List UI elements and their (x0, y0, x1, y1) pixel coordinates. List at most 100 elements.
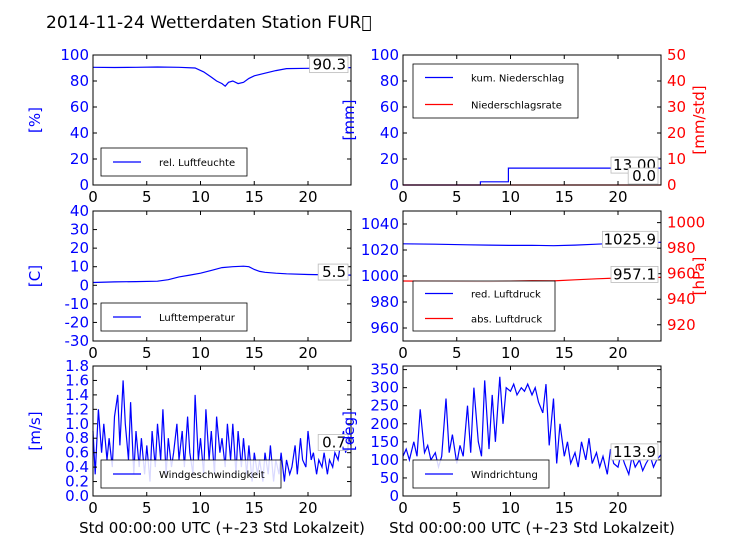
winddirection-ytick-label: 150 (370, 433, 399, 451)
temperature-ytick-label: 0 (79, 276, 89, 294)
precipitation-y2tick-label: 0 (667, 176, 677, 194)
temperature-legend (100, 302, 248, 332)
pressure-ytick-label: 1040 (361, 215, 399, 233)
humidity-ylabel: [%] (26, 107, 44, 133)
winddirection-ytick-label: 250 (370, 397, 399, 415)
windspeed-ytick-label: 0.6 (65, 444, 89, 462)
temperature-xtick-label: 0 (88, 344, 98, 362)
humidity-xtick-label: 5 (142, 188, 152, 206)
temperature-axes-frame (92, 210, 352, 342)
precipitation-y2tick-label: 30 (667, 98, 686, 116)
temperature-panel: 0 5 10 15 20-30-20-10010203040[C]Lufttempera… (26, 202, 352, 362)
windspeed-ytick-label: 0.0 (65, 487, 89, 505)
humidity-ytick-label: 80 (70, 72, 89, 90)
humidity-ytick-label: 60 (70, 98, 89, 116)
humidity-value-label: 90.3 (313, 56, 346, 74)
pressure-xtick-label: 0 (398, 344, 408, 362)
windspeed-ylabel: [m/s] (26, 411, 44, 450)
windspeed-ytick-label: 0.4 (65, 458, 89, 476)
windspeed-ytick-label: 1.2 (65, 400, 89, 418)
humidity-xtick-label: 15 (245, 188, 264, 206)
temperature-series-1 (92, 265, 352, 284)
humidity-axes-frame (92, 54, 352, 186)
temperature-ytick-label: -20 (65, 313, 90, 331)
winddirection-value-label-box (610, 443, 659, 461)
temperature-ytick-label: 30 (70, 221, 89, 239)
pressure-y2tick-label: 920 (667, 316, 696, 334)
temperature-legend-label: Lufttemperatur (159, 313, 236, 324)
pressure-y2tick-label: 960 (667, 265, 696, 283)
precipitation-ylabel: [mm] (340, 100, 358, 141)
temperature-xtick-label: 20 (298, 344, 317, 362)
precipitation-ytick-label: 60 (380, 98, 399, 116)
precipitation-xtick-label: 20 (608, 188, 627, 206)
precipitation-legend-label: kum. Niederschlag (471, 74, 564, 85)
pressure-ytick-label: 980 (370, 293, 399, 311)
precipitation-legend (412, 63, 579, 119)
precipitation-ytick-label: 40 (380, 124, 399, 142)
humidity-xtick-label: 0 (88, 188, 98, 206)
humidity-series-1 (92, 66, 352, 88)
windspeed-xtick-label: 15 (245, 499, 264, 517)
temperature-ylabel: [C] (26, 265, 44, 287)
winddirection-ytick-label: 0 (389, 487, 399, 505)
temperature-xtick-label: 15 (245, 344, 264, 362)
pressure-legend-label: abs. Luftdruck (471, 315, 542, 326)
pressure-xtick-label: 10 (501, 344, 520, 362)
windspeed-ytick-label: 0.2 (65, 473, 89, 491)
windspeed-value-label-box (317, 434, 349, 451)
precipitation-value-label: 0.0 (632, 167, 656, 185)
windspeed-xtick-label: 10 (191, 499, 210, 517)
temperature-ytick-label: 40 (70, 202, 89, 220)
humidity-value-label-box (309, 56, 349, 74)
precipitation-legend-label: Niederschlagsrate (471, 101, 562, 112)
pressure-legend-label: red. Luftdruck (471, 290, 541, 301)
precipitation-ytick-label: 20 (380, 150, 399, 168)
pressure-y2tick-label: 980 (667, 239, 696, 257)
winddirection-legend-label: Windrichtung (471, 470, 538, 481)
precipitation-ytick-label: 100 (370, 46, 399, 64)
pressure-y2tick-label: 1000 (667, 214, 705, 232)
temperature-ytick-label: 20 (70, 239, 89, 257)
windspeed-legend-label: Windgeschwindigkeit (159, 470, 265, 481)
pressure-ytick-label: 1020 (361, 241, 399, 259)
pressure-y2tick-label: 940 (667, 290, 696, 308)
winddirection-ylabel: [deg] (340, 411, 358, 451)
winddirection-xlabel: Std 00:00:00 UTC (+-23 Std Lokalzeit) (389, 519, 675, 537)
precipitation-y2tick-label: 20 (667, 124, 686, 142)
humidity-ytick-label: 0 (79, 176, 89, 194)
windspeed-legend (100, 459, 282, 489)
pressure-xtick-label: 5 (452, 344, 462, 362)
pressure-panel: 0 5 10 15 20 960 980 1000 1020 1040 920 940 960 980 10… (361, 210, 708, 362)
windspeed-ytick-label: 1.4 (65, 386, 89, 404)
winddirection-xtick-label: 20 (608, 499, 627, 517)
winddirection-ytick-label: 300 (370, 379, 399, 397)
pressure-value-label: 1025.9 (604, 230, 657, 248)
pressure-ytick-label: 960 (370, 319, 399, 337)
winddirection-ytick-label: 100 (370, 451, 399, 469)
winddirection-xtick-label: 0 (398, 499, 408, 517)
temperature-xtick-label: 5 (142, 344, 152, 362)
winddirection-xtick-label: 5 (452, 499, 462, 517)
precipitation-panel: 0 5 10 15 20 0 20 40 60 80 100 0 10 20 30 40 50 [mm] [mm/s… (340, 46, 708, 206)
precipitation-xtick-label: 0 (398, 188, 408, 206)
precipitation-y2tick-label: 10 (667, 150, 686, 168)
humidity-legend-label: rel. Luftfeuchte (159, 158, 235, 169)
precipitation-y2label: [mm/std] (690, 85, 708, 154)
temperature-value-label: 5.5 (322, 263, 346, 281)
pressure-ytick-label: 1000 (361, 267, 399, 285)
windspeed-xtick-label: 0 (88, 499, 98, 517)
windspeed-panel: 0 5 10 15 20 0.00.20.40.60.81.01.21.41.61.8 [m… (26, 357, 365, 537)
humidity-xtick-label: 20 (298, 188, 317, 206)
humidity-panel: 0 5 10 15 20 0 20 40 60 80 100 [%] rel. Luftfeuchte 9… (26, 46, 352, 206)
windspeed-xlabel: Std 00:00:00 UTC (+-23 Std Lokalzeit) (79, 519, 365, 537)
winddirection-ytick-label: 200 (370, 415, 399, 433)
pressure-value-label-box (610, 266, 659, 283)
temperature-ytick-label: 10 (70, 258, 89, 276)
pressure-value-label: 957.1 (613, 265, 656, 283)
humidity-ytick-label: 40 (70, 124, 89, 142)
humidity-ytick-label: 20 (70, 150, 89, 168)
